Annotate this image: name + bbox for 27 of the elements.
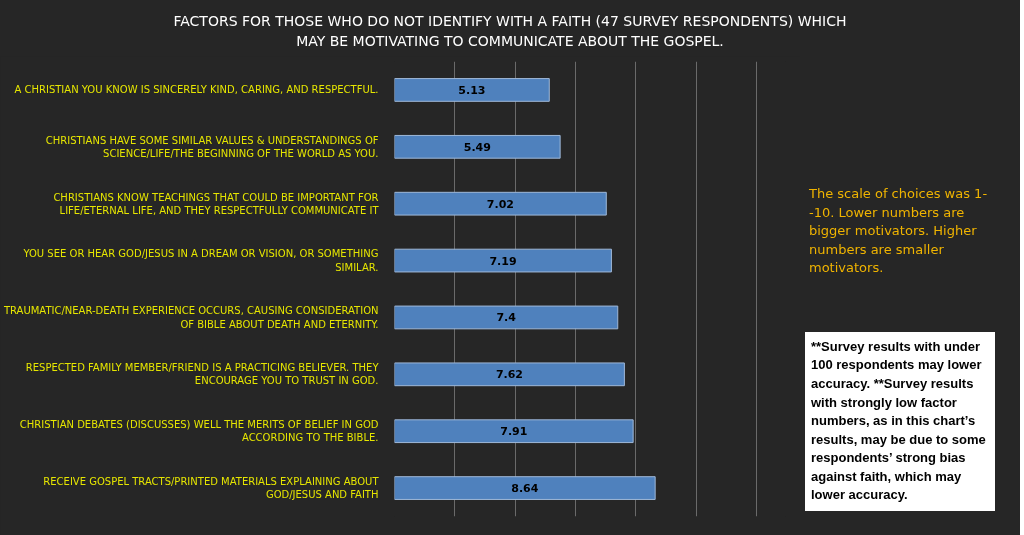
bar — [394, 248, 612, 273]
y-tick-label: RECEIVE GOSPEL TRACTS/PRINTED MATERIALS EXPLAINING ABOUT GOD/JESUS AND FAITH — [43, 475, 380, 501]
data-label: 7.02 — [486, 197, 514, 211]
bar — [394, 362, 625, 387]
y-tick-label: CHRISTIANS KNOW TEACHINGS THAT COULD BE IMPORTANT FOR LIFE/ETERNAL LIFE, AND THEY RESPECTFULLY COMMUNICATE IT — [53, 191, 380, 216]
bar — [394, 134, 561, 159]
data-label: 7.62 — [495, 368, 524, 382]
y-tick-label: CHRISTIANS HAVE SOME SIMILAR VALUES & UNDERSTANDINGS OF SCIENCE/LIFE/THE BEGINNING OF THE WORLD AS YOU. — [45, 134, 379, 159]
data-label: 5.13 — [458, 83, 486, 97]
data-label: 7.4 — [496, 311, 517, 325]
data-label: 7.19 — [489, 254, 517, 268]
bar — [394, 305, 619, 330]
y-tick-label: RESPECTED FAMILY MEMBER/FRIEND IS A PRACTICING BELIEVER. THEY ENCOURAGE YOU TO TRUST IN GOD. — [25, 362, 380, 387]
chart-title: FACTORS FOR THOSE WHO DO NOT IDENTIFY WITH A FAITH (47 SURVEY RESPONDENTS) WHICH MAY BE MOTIVATING TO COMMUNICATE ABOUT THE GOSPEL. — [173, 12, 847, 51]
data-label: 5.49 — [463, 140, 491, 154]
bar — [394, 191, 607, 216]
text: **Survey results with under 100 respondents may lower accuracy. **Survey results with strongly low factor numbers, as in this chart’s results, may be due to some respondents’ strong bias against faith, which may lower accuracy. — [811, 338, 986, 503]
text: The scale of choices was 1--10. Lower numbers are bigger motivators. Higher numbers are smaller motivators. — [809, 185, 989, 278]
data-label: 8.64 — [511, 482, 539, 496]
bar — [394, 78, 550, 102]
y-tick-label: YOU SEE OR HEAR GOD/JESUS IN A DREAM OR VISION, OR SOMETHING SIMILAR. — [22, 248, 379, 273]
y-tick-label: A CHRISTIAN YOU KNOW IS SINCERELY KIND, CARING, AND RESPECTFUL. — [14, 84, 379, 96]
bar — [394, 419, 634, 444]
bar — [394, 476, 656, 500]
y-tick-label: CHRISTIAN DEBATES (DISCUSSES) WELL THE MERITS OF BELIEF IN GOD ACCORDING TO THE BIBLE. — [19, 419, 379, 444]
data-label: 7.91 — [500, 425, 528, 439]
y-tick-label: TRAUMATIC/NEAR-DEATH EXPERIENCE OCCURS, CAUSING CONSIDERATION OF BIBLE ABOUT DEATH AND ETERNITY. — [2, 305, 379, 330]
